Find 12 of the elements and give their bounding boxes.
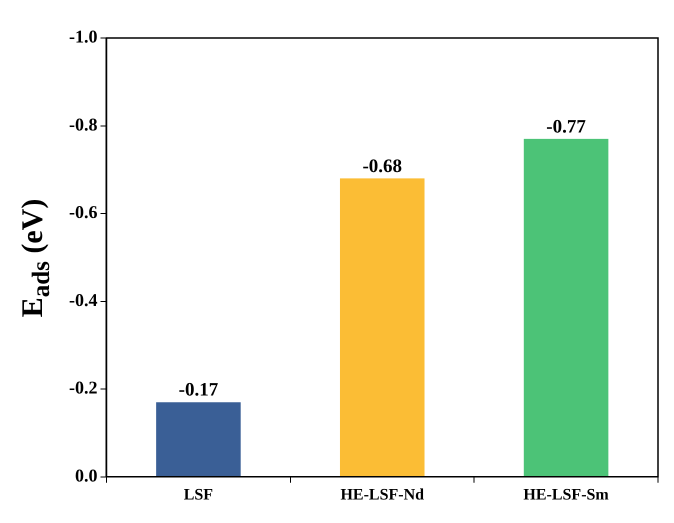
y-tick-label: -0.2	[68, 378, 98, 398]
x-tick-label: HE-LSF-Nd	[340, 486, 424, 504]
y-tick-label: 0.0	[74, 465, 98, 486]
y-tick-label: -0.4	[68, 290, 98, 310]
y-tick-label: -0.8	[68, 114, 98, 134]
x-tick-label: LSF	[184, 486, 214, 504]
y-tick-label: -0.6	[68, 202, 98, 222]
data-label: -0.17	[178, 380, 219, 401]
y-tick-label: -1.0	[68, 26, 98, 47]
data-label: -0.77	[546, 116, 586, 138]
data-label: -0.68	[362, 156, 402, 177]
x-tick-label: HE-LSF-Sm	[523, 486, 610, 504]
